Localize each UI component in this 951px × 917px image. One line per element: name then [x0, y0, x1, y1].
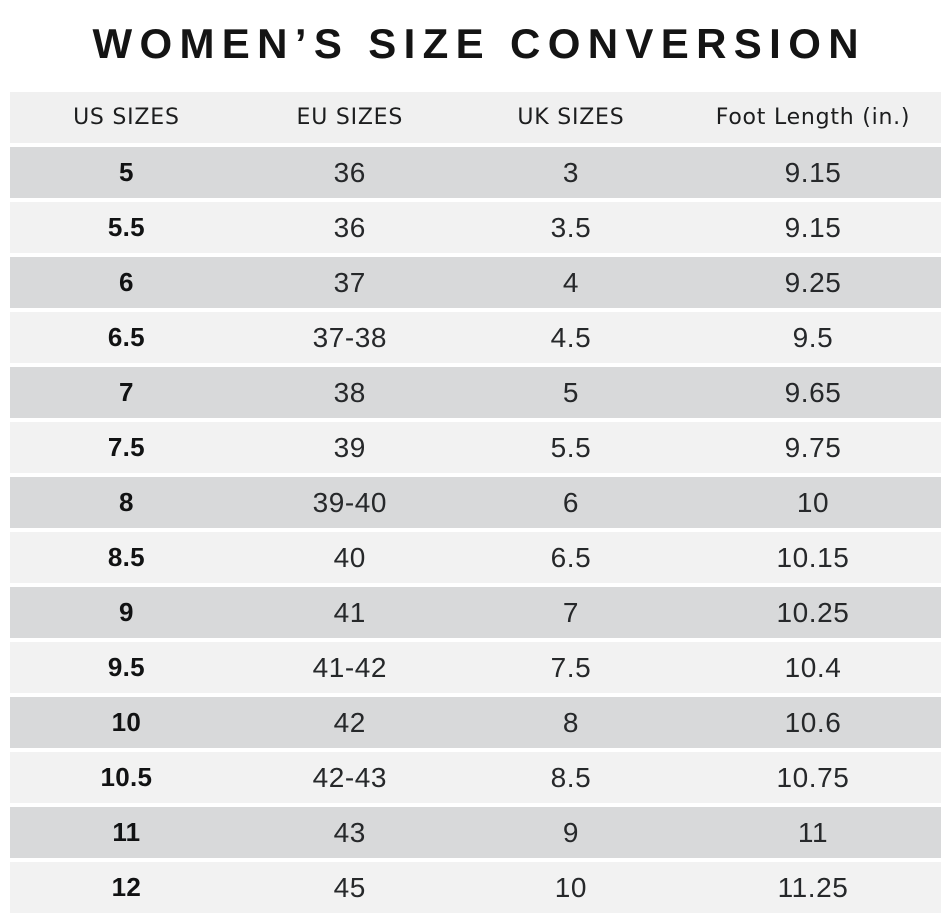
uk-size-cell: 3.5 [456, 202, 685, 253]
us-size-cell: 8 [10, 477, 243, 528]
uk-size-cell: 4.5 [456, 312, 685, 363]
foot-length-cell: 11.25 [684, 862, 941, 913]
foot-length-cell: 9.15 [684, 147, 941, 198]
us-size-cell: 6 [10, 257, 243, 308]
eu-size-cell: 41-42 [242, 642, 457, 693]
eu-size-cell: 38 [242, 367, 457, 418]
table-row: 10.5 42-43 8.5 10.75 [10, 752, 941, 803]
table-row: 5 36 3 9.15 [10, 147, 941, 198]
foot-length-cell: 10.6 [684, 697, 941, 748]
page-title: WOMEN’S SIZE CONVERSION [92, 20, 866, 67]
eu-size-cell: 36 [242, 202, 457, 253]
title-area: WOMEN’S SIZE CONVERSION [0, 0, 951, 88]
table-row: 6.5 37-38 4.5 9.5 [10, 312, 941, 363]
eu-size-cell: 37-38 [242, 312, 457, 363]
eu-size-cell: 41 [242, 587, 457, 638]
uk-size-cell: 8 [456, 697, 685, 748]
table-row: 10 42 8 10.6 [10, 697, 941, 748]
us-size-cell: 5.5 [10, 202, 243, 253]
eu-size-cell: 42-43 [242, 752, 457, 803]
us-size-cell: 5 [10, 147, 243, 198]
us-size-cell: 11 [10, 807, 243, 858]
uk-size-cell: 6.5 [456, 532, 685, 583]
eu-size-cell: 39 [242, 422, 457, 473]
eu-size-cell: 39-40 [242, 477, 457, 528]
table-row: 8.5 40 6.5 10.15 [10, 532, 941, 583]
column-header-foot-length: Foot Length (in.) [684, 92, 941, 143]
eu-size-cell: 42 [242, 697, 457, 748]
table-row: 9 41 7 10.25 [10, 587, 941, 638]
us-size-cell: 10.5 [10, 752, 243, 803]
us-size-cell: 8.5 [10, 532, 243, 583]
us-size-cell: 7 [10, 367, 243, 418]
foot-length-cell: 11 [684, 807, 941, 858]
foot-length-cell: 9.25 [684, 257, 941, 308]
column-header-us-sizes: US SIZES [10, 92, 243, 143]
table-row: 9.5 41-42 7.5 10.4 [10, 642, 941, 693]
table-row: 7 38 5 9.65 [10, 367, 941, 418]
uk-size-cell: 8.5 [456, 752, 685, 803]
table-row: 11 43 9 11 [10, 807, 941, 858]
column-header-eu-sizes: EU SIZES [242, 92, 457, 143]
table-row: 7.5 39 5.5 9.75 [10, 422, 941, 473]
uk-size-cell: 5.5 [456, 422, 685, 473]
us-size-cell: 9 [10, 587, 243, 638]
foot-length-cell: 9.15 [684, 202, 941, 253]
us-size-cell: 7.5 [10, 422, 243, 473]
size-conversion-table: US SIZES EU SIZES UK SIZES Foot Length (… [10, 88, 941, 917]
us-size-cell: 10 [10, 697, 243, 748]
column-header-uk-sizes: UK SIZES [456, 92, 685, 143]
foot-length-cell: 9.5 [684, 312, 941, 363]
eu-size-cell: 45 [242, 862, 457, 913]
uk-size-cell: 7 [456, 587, 685, 638]
uk-size-cell: 7.5 [456, 642, 685, 693]
table-header-row: US SIZES EU SIZES UK SIZES Foot Length (… [10, 92, 941, 143]
table-row: 5.5 36 3.5 9.15 [10, 202, 941, 253]
foot-length-cell: 10.15 [684, 532, 941, 583]
eu-size-cell: 37 [242, 257, 457, 308]
foot-length-cell: 9.75 [684, 422, 941, 473]
uk-size-cell: 3 [456, 147, 685, 198]
foot-length-cell: 9.65 [684, 367, 941, 418]
us-size-cell: 6.5 [10, 312, 243, 363]
uk-size-cell: 9 [456, 807, 685, 858]
foot-length-cell: 10.4 [684, 642, 941, 693]
us-size-cell: 9.5 [10, 642, 243, 693]
table-row: 8 39-40 6 10 [10, 477, 941, 528]
eu-size-cell: 43 [242, 807, 457, 858]
table-row: 6 37 4 9.25 [10, 257, 941, 308]
eu-size-cell: 36 [242, 147, 457, 198]
foot-length-cell: 10.25 [684, 587, 941, 638]
uk-size-cell: 5 [456, 367, 685, 418]
eu-size-cell: 40 [242, 532, 457, 583]
foot-length-cell: 10 [684, 477, 941, 528]
us-size-cell: 12 [10, 862, 243, 913]
foot-length-cell: 10.75 [684, 752, 941, 803]
uk-size-cell: 6 [456, 477, 685, 528]
uk-size-cell: 4 [456, 257, 685, 308]
table-row: 12 45 10 11.25 [10, 862, 941, 913]
uk-size-cell: 10 [456, 862, 685, 913]
